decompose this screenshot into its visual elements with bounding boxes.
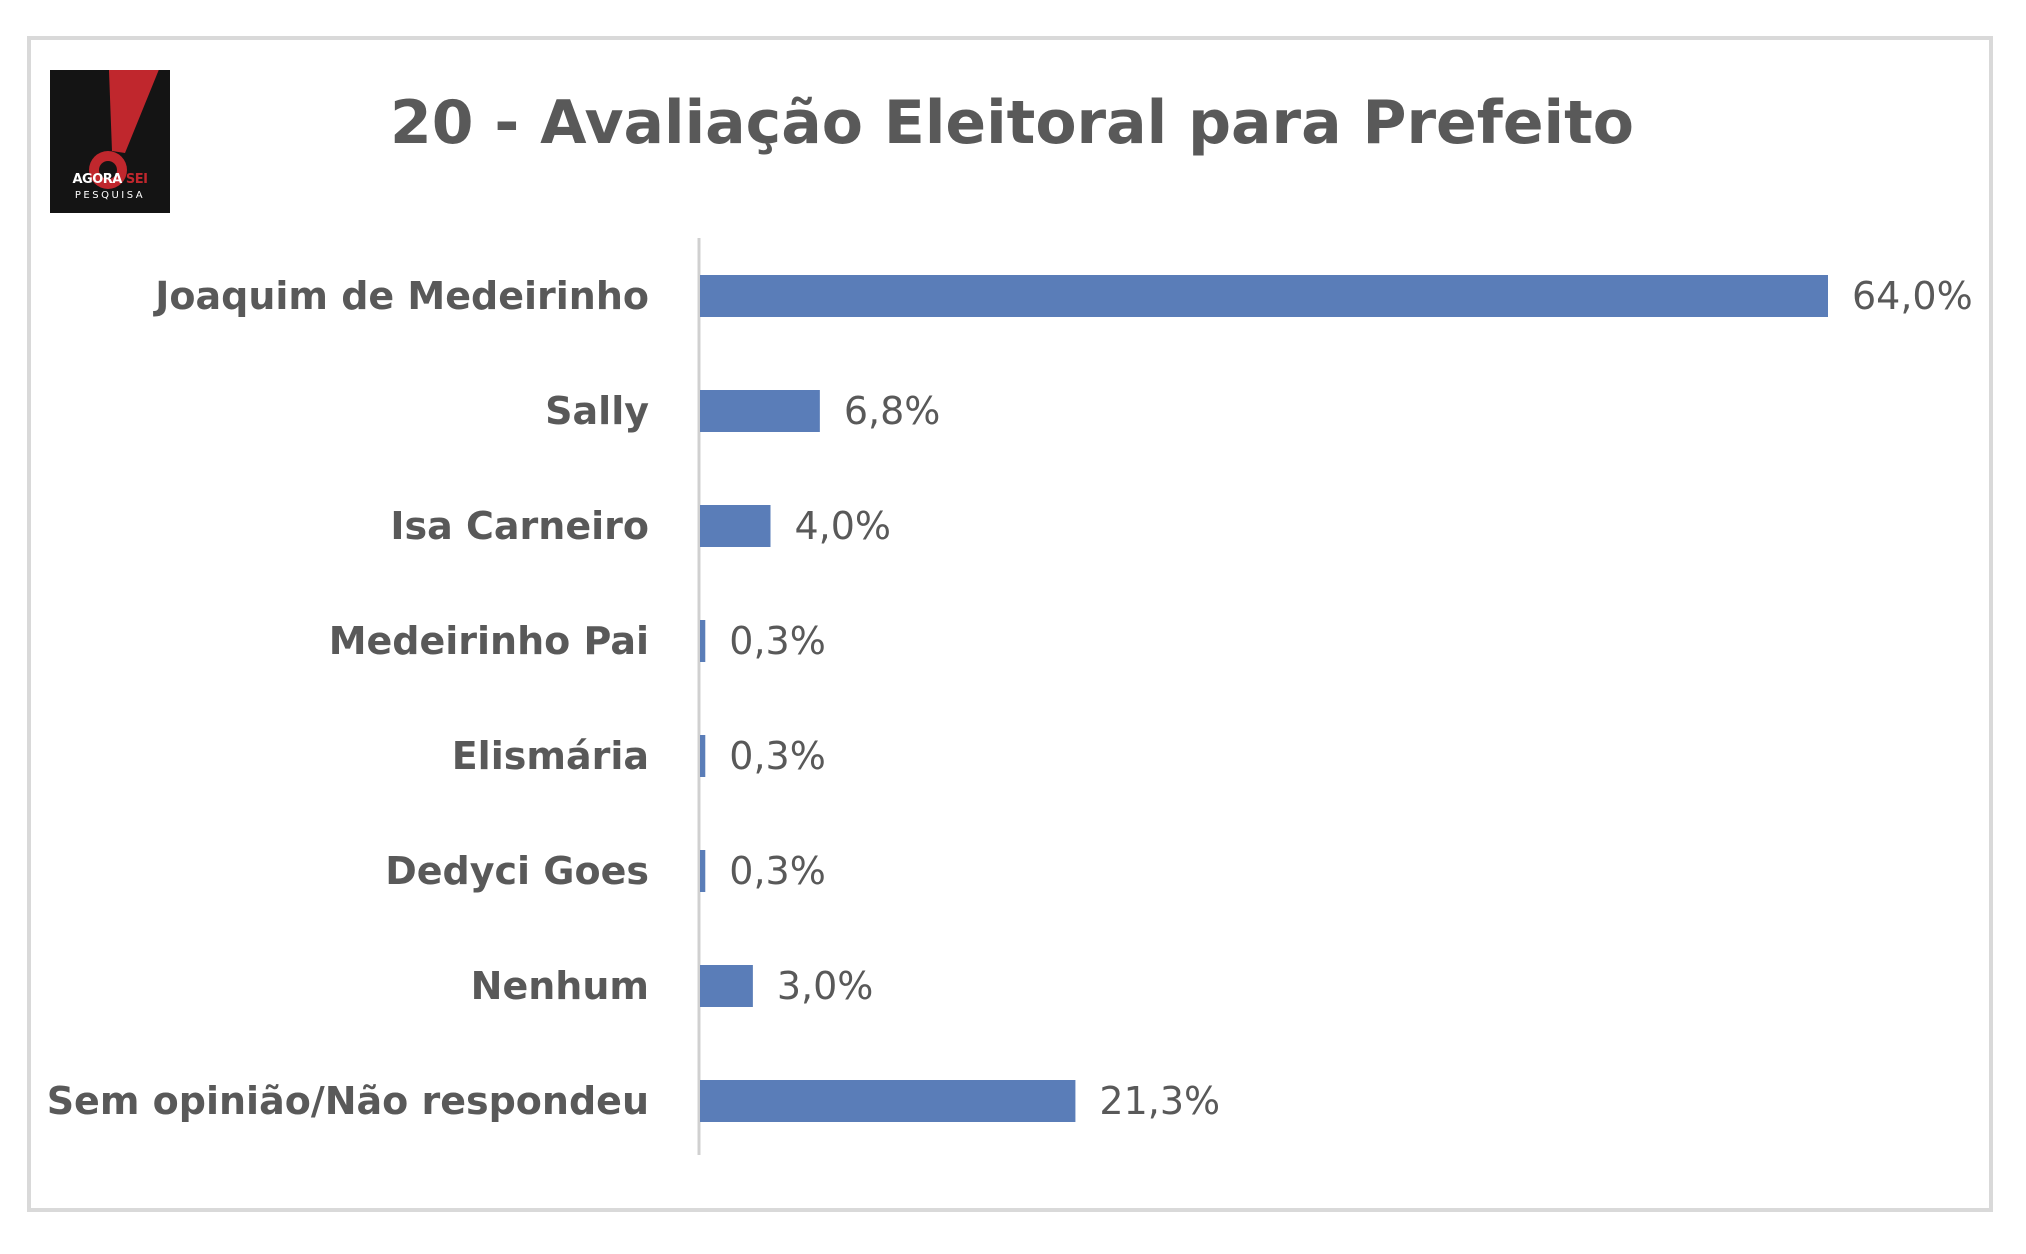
bar (700, 965, 753, 1007)
bar (700, 275, 1828, 317)
data-label: 4,0% (795, 504, 892, 548)
data-label: 64,0% (1852, 274, 1973, 318)
bar (700, 735, 706, 777)
logo-brand-accent: SEI (125, 172, 148, 187)
exclamation-mark-icon (89, 70, 159, 189)
data-label: 0,3% (729, 734, 826, 778)
category-label: Medeirinho Pai (329, 619, 649, 663)
category-label: Joaquim de Medeirinho (152, 274, 649, 318)
chart-title: 20 - Avaliação Eleitoral para Prefeito (389, 88, 1635, 158)
data-label: 0,3% (729, 849, 826, 893)
data-label: 21,3% (1099, 1079, 1220, 1123)
logo-brand-text: AGORA SEI (50, 172, 170, 187)
bar (700, 1080, 1076, 1122)
data-label: 6,8% (844, 389, 941, 433)
bar (700, 390, 820, 432)
logo-brand-main: AGORA (72, 172, 126, 187)
category-label: Sally (545, 389, 649, 433)
data-label: 3,0% (777, 964, 874, 1008)
bar (700, 850, 706, 892)
category-label: Dedyci Goes (385, 849, 649, 893)
chart-frame (27, 36, 1993, 1212)
category-label: Isa Carneiro (390, 504, 649, 548)
category-label: Sem opinião/Não respondeu (47, 1079, 649, 1123)
agora-sei-logo: AGORA SEI PESQUISA (50, 70, 170, 213)
data-label: 0,3% (729, 619, 826, 663)
bar (700, 620, 706, 662)
category-label: Elismária (452, 734, 649, 778)
bar (700, 505, 771, 547)
logo-subtitle: PESQUISA (74, 190, 146, 201)
category-label: Nenhum (471, 964, 649, 1008)
